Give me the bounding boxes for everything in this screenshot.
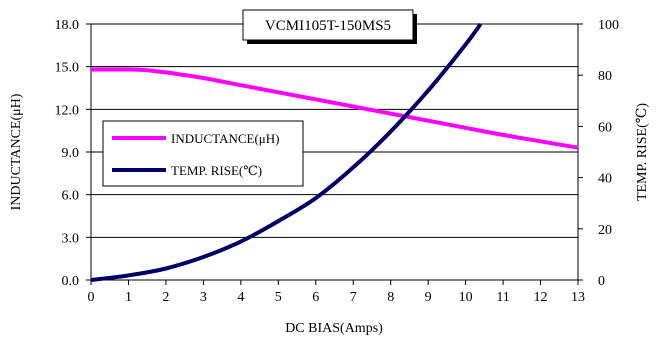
y-right-tick-label-1: 20 [598,223,612,238]
y-left-tick-label-1: 3.0 [62,231,80,246]
y-left-tick-label-2: 6.0 [62,189,80,204]
chart-title-box: VCMI105T-150MS5 [242,9,417,44]
x-tick-label-12: 12 [534,290,548,305]
x-tick-label-11: 11 [496,290,509,305]
x-tick-label-4: 4 [237,290,244,305]
x-axis-title: DC BIAS(Amps) [285,321,383,336]
x-tick-label-6: 6 [312,290,319,305]
y-left-tick-label-4: 12.0 [55,103,80,118]
y-left-tick-label-6: 18.0 [55,18,80,33]
legend: INDUCTANCE(μH) TEMP. RISE(℃) [102,120,304,187]
x-tick-label-8: 8 [387,290,394,305]
y-right-tick-label-3: 60 [598,120,612,135]
x-tick-label-10: 10 [459,290,473,305]
x-tick-label-9: 9 [425,290,432,305]
y-left-tick-label-0: 0.0 [62,274,80,289]
legend-label-temp-rise: TEMP. RISE(℃) [171,163,262,178]
x-tick-label-1: 1 [125,290,132,305]
y-axis-left-title: INDUCTANCE(μH) [9,93,24,210]
x-tick-label-7: 7 [350,290,357,305]
series-line-temp-rise [90,22,483,282]
y-right-tick-label-2: 40 [598,172,612,187]
y-axis-right-title: TEMP. RISE(℃) [635,103,650,201]
axis-ticks: 0 1 2 3 4 5 6 7 8 9 10 11 12 130.03.06.09.012.015.018… [55,18,620,305]
y-right-tick-label-0: 0 [598,274,605,289]
legend-label-inductance: INDUCTANCE(μH) [171,131,279,146]
series-lines [90,22,579,282]
y-left-tick-label-5: 15.0 [55,61,80,76]
x-tick-label-5: 5 [275,290,282,305]
series-line-inductance [91,67,579,150]
x-tick-label-0: 0 [88,290,95,305]
x-tick-label-2: 2 [162,290,169,305]
y-left-tick-label-3: 9.0 [62,146,80,161]
x-tick-label-13: 13 [571,290,585,305]
y-right-tick-label-5: 100 [598,18,619,33]
y-right-tick-label-4: 80 [598,69,612,84]
x-tick-label-3: 3 [200,290,207,305]
chart-title: VCMI105T-150MS5 [265,18,391,34]
